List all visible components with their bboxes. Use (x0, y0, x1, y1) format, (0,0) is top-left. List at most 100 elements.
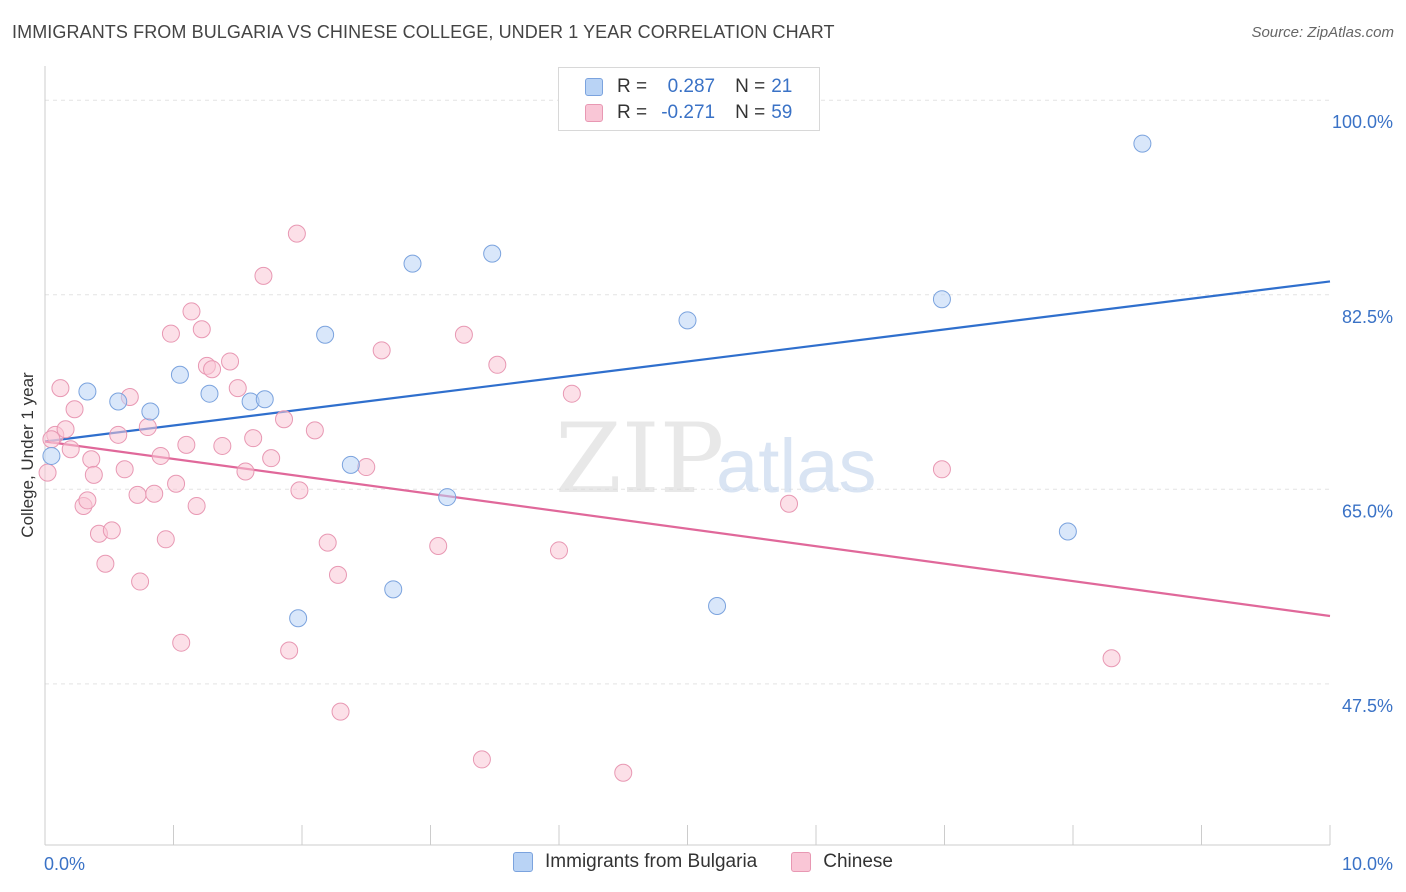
y-tick-label: 65.0% (1342, 501, 1393, 521)
watermark: ZIP atlas (555, 403, 877, 515)
point-chinese (331, 702, 350, 721)
legend-r-label: R = (617, 76, 648, 97)
legend-r-value: -0.271 (661, 102, 716, 123)
series-legend-label: Chinese (823, 851, 893, 872)
point-chinese (167, 474, 186, 493)
series-swatch-bulgaria (513, 852, 534, 872)
series-legend-label: Immigrants from Bulgaria (545, 851, 758, 872)
watermark-zip: ZIP (555, 403, 724, 515)
watermark-atlas: atlas (716, 424, 877, 509)
point-chinese (280, 641, 299, 660)
legend-n-value: 59 (771, 102, 793, 123)
y-tick-label: 100.0% (1332, 112, 1393, 132)
point-chinese (145, 484, 164, 503)
point-chinese (65, 400, 84, 419)
point-chinese (187, 496, 206, 515)
point-bulgaria (483, 244, 502, 263)
point-chinese (151, 446, 170, 465)
point-bulgaria (42, 446, 61, 465)
point-chinese (562, 384, 581, 403)
point-bulgaria (289, 609, 308, 628)
point-bulgaria (708, 597, 727, 616)
point-chinese (42, 430, 61, 449)
point-chinese (287, 224, 306, 243)
point-bulgaria (438, 488, 457, 507)
chart-source: Source: ZipAtlas.com (1251, 24, 1394, 41)
point-chinese (454, 325, 473, 344)
point-chinese (192, 320, 211, 339)
point-chinese (472, 750, 491, 769)
point-chinese (429, 536, 448, 555)
point-chinese (84, 465, 103, 484)
chart-title: IMMIGRANTS FROM BULGARIA VS CHINESE COLL… (12, 22, 835, 42)
point-bulgaria (1058, 522, 1077, 541)
point-chinese (203, 360, 222, 379)
point-chinese (780, 494, 799, 513)
series-legend-item-bulgaria: Immigrants from Bulgaria (513, 851, 757, 873)
legend-n-value: 21 (771, 76, 793, 97)
point-chinese (318, 533, 337, 552)
trend-line-chinese (44, 440, 1331, 618)
legend-swatch-chinese (585, 104, 603, 122)
point-chinese (131, 572, 150, 591)
point-chinese (161, 324, 180, 343)
point-chinese (328, 565, 347, 584)
point-chinese (82, 450, 101, 469)
y-tick-label: 47.5% (1342, 696, 1393, 716)
data-points (38, 91, 1152, 782)
correlation-legend: R = 0.287 N = 21 R = -0.271 N = 59 (558, 67, 820, 131)
point-chinese (156, 530, 175, 549)
point-chinese (109, 425, 128, 444)
point-chinese (932, 460, 951, 479)
point-bulgaria (1133, 134, 1152, 153)
point-chinese (182, 302, 201, 321)
point-chinese (221, 352, 240, 371)
point-chinese (102, 521, 121, 540)
x-tick-label: 10.0% (1342, 854, 1393, 874)
point-chinese (290, 481, 309, 500)
point-chinese (128, 485, 147, 504)
point-chinese (357, 458, 376, 477)
point-chinese (372, 341, 391, 360)
point-bulgaria (403, 254, 422, 273)
point-chinese (177, 435, 196, 454)
trend-line-bulgaria (44, 280, 1331, 443)
point-bulgaria (141, 402, 160, 421)
point-chinese (236, 462, 255, 481)
point-chinese (61, 440, 80, 459)
point-bulgaria (255, 390, 274, 409)
point-chinese (172, 633, 191, 652)
point-bulgaria (932, 290, 951, 309)
point-chinese (614, 763, 633, 782)
trend-lines (44, 280, 1331, 618)
legend-n-label: N = (735, 76, 766, 97)
point-bulgaria (170, 365, 189, 384)
point-chinese (78, 491, 97, 510)
point-chinese (213, 436, 232, 455)
point-chinese (262, 449, 281, 468)
point-bulgaria (316, 325, 335, 344)
point-chinese (51, 379, 70, 398)
point-chinese (254, 266, 273, 285)
point-chinese (138, 418, 157, 437)
point-bulgaria (109, 392, 128, 411)
point-chinese (115, 460, 134, 479)
point-bulgaria (200, 384, 219, 403)
point-bulgaria (384, 580, 403, 599)
point-chinese (96, 554, 115, 573)
point-chinese (1102, 649, 1121, 668)
point-bulgaria (341, 455, 360, 474)
point-chinese (305, 421, 324, 440)
series-swatch-chinese (791, 852, 812, 872)
legend-n-label: N = (735, 102, 766, 123)
point-bulgaria (678, 311, 697, 330)
point-chinese (38, 463, 57, 482)
point-chinese (488, 355, 507, 374)
x-tick-label: 0.0% (44, 854, 85, 874)
point-chinese (550, 541, 568, 560)
legend-r-label: R = (617, 102, 648, 123)
point-chinese (244, 429, 263, 448)
legend-swatch-bulgaria (585, 78, 603, 96)
point-bulgaria (78, 382, 97, 401)
